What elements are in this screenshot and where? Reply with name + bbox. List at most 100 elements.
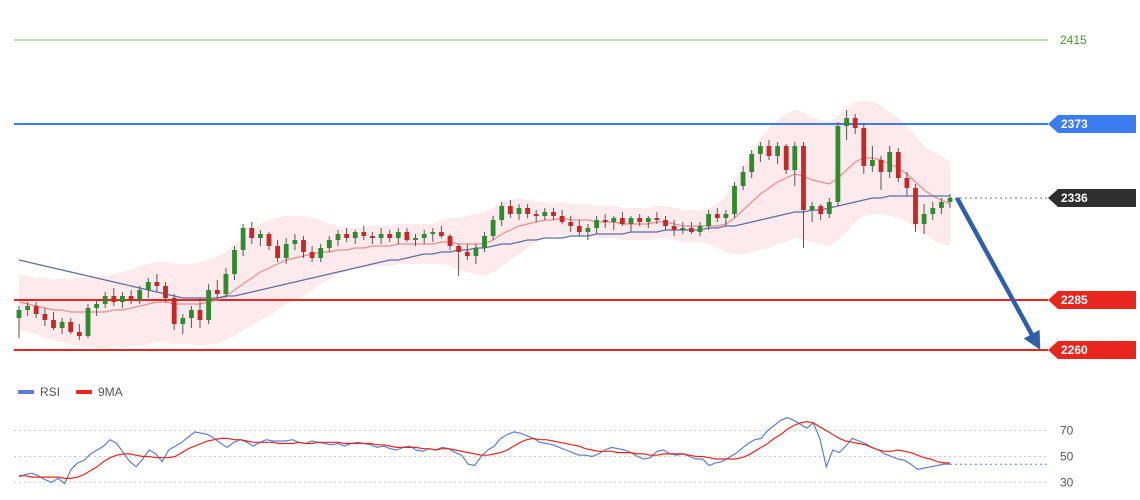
candle-body — [301, 240, 306, 252]
candle — [542, 208, 548, 220]
candle-body — [387, 234, 393, 238]
candle-body — [85, 308, 91, 336]
candle — [499, 202, 505, 226]
candle-body — [42, 314, 48, 320]
candle-body — [663, 220, 668, 226]
price-tag-current-price — [1048, 189, 1136, 207]
candle-body — [921, 214, 927, 224]
bollinger-bands — [19, 100, 950, 348]
candle-body — [76, 332, 82, 336]
candle-body — [852, 118, 858, 128]
candle-body — [620, 218, 625, 224]
candle-body — [792, 146, 798, 170]
price-tag-label-support-2260: 2260 — [1061, 343, 1088, 357]
candle — [844, 110, 849, 140]
candle — [611, 216, 617, 230]
candle — [663, 216, 668, 230]
candle-body — [326, 240, 332, 248]
candle — [758, 142, 763, 162]
forecast-arrow — [955, 196, 1041, 350]
candle-body — [680, 228, 686, 230]
candle-body — [723, 214, 729, 218]
candle — [602, 214, 608, 228]
candle-body — [430, 232, 436, 234]
candle-body — [413, 238, 418, 240]
legend-swatch-9ma — [76, 390, 92, 394]
candle-body — [197, 310, 203, 320]
candle — [697, 222, 703, 236]
candle — [439, 226, 444, 238]
candle-body — [930, 208, 936, 214]
candle-body — [628, 218, 634, 224]
candle-body — [447, 236, 453, 246]
candle — [792, 142, 798, 186]
candle — [732, 182, 737, 218]
candle-body — [223, 274, 229, 294]
candle — [59, 318, 65, 334]
candle-body — [749, 154, 755, 172]
candle — [214, 280, 220, 300]
candle — [223, 268, 229, 298]
candle-body — [835, 126, 841, 202]
candle-body — [809, 206, 815, 210]
candle-body — [490, 220, 496, 236]
rsi-legend: RSI 9MA — [18, 385, 123, 399]
legend-swatch-rsi — [18, 390, 34, 394]
candle-body — [154, 282, 160, 286]
candle-body — [689, 228, 694, 232]
candle-body — [232, 250, 237, 274]
candle-body — [102, 296, 108, 304]
candle — [559, 210, 565, 224]
candle-body — [551, 212, 556, 216]
candle-body — [283, 244, 289, 258]
candle — [25, 302, 30, 316]
candle — [895, 148, 901, 182]
candle — [387, 230, 393, 242]
candle-body — [542, 212, 548, 216]
candle-body — [309, 252, 315, 258]
candle-body — [499, 206, 505, 220]
forecast-arrow-line — [955, 196, 1041, 350]
price-tag-support-2260 — [1048, 341, 1136, 359]
candle — [706, 210, 711, 230]
candle-body — [378, 234, 384, 238]
candle-body — [758, 146, 763, 154]
candle-body — [783, 146, 789, 170]
candle-body — [111, 296, 117, 302]
candle-body — [602, 220, 608, 222]
candle — [378, 228, 384, 244]
candle-body — [637, 218, 643, 222]
candle — [145, 278, 151, 298]
candle-body — [508, 206, 513, 214]
candle-body — [482, 236, 487, 248]
candle-body — [947, 198, 953, 202]
candle-body — [939, 202, 944, 208]
candle — [163, 282, 168, 302]
candle — [111, 288, 117, 306]
candle — [456, 244, 461, 276]
candle — [508, 200, 513, 218]
candle-body — [361, 232, 367, 236]
candle — [102, 292, 108, 308]
candle — [154, 274, 160, 292]
candle — [930, 202, 936, 220]
candle-body — [576, 226, 582, 232]
candle — [878, 156, 884, 190]
candle — [482, 232, 487, 252]
candle — [870, 146, 875, 172]
candle-body — [275, 246, 280, 258]
candle — [637, 214, 643, 226]
candle-body — [714, 214, 720, 218]
candle-body — [33, 306, 39, 314]
candle — [292, 234, 298, 250]
candle — [654, 212, 660, 224]
candle — [464, 244, 470, 260]
candle-body — [404, 232, 410, 240]
candle-body — [249, 228, 255, 238]
candle — [714, 208, 720, 222]
candle-body — [697, 226, 703, 232]
candle — [249, 222, 255, 244]
legend-label-rsi: RSI — [40, 385, 60, 399]
candle — [947, 194, 953, 208]
candle — [404, 228, 410, 242]
